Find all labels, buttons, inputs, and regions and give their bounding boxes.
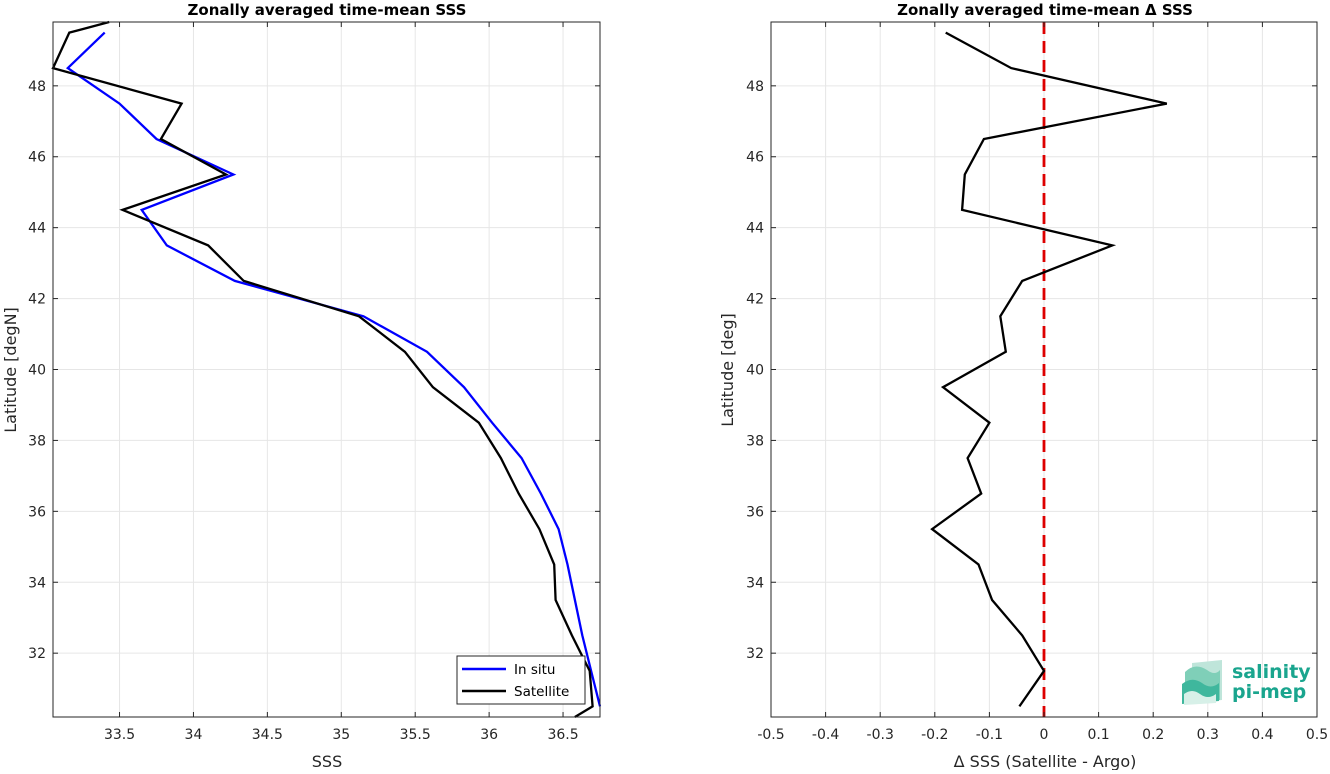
- legend-label-satellite: Satellite: [514, 684, 569, 700]
- right-x-tick-label: -0.3: [867, 727, 894, 743]
- right-x-tick-label: -0.4: [812, 727, 839, 743]
- left-x-tick-label: 34: [185, 727, 203, 743]
- right-y-tick-label: 32: [746, 646, 764, 662]
- left-x-tick-label: 36: [480, 727, 498, 743]
- right-x-tick-label: 0.2: [1142, 727, 1164, 743]
- right-y-tick-label: 40: [746, 363, 764, 379]
- right-x-tick-label: 0: [1040, 727, 1049, 743]
- right-y-tick-label: 36: [746, 504, 764, 520]
- right-x-tick-label: 0.3: [1197, 727, 1219, 743]
- left-x-tick-label: 36.5: [547, 727, 578, 743]
- left-x-tick-label: 33.5: [104, 727, 135, 743]
- left-y-axis-label: Latitude [degN]: [1, 307, 20, 433]
- legend-label-in-situ: In situ: [514, 662, 555, 678]
- right-x-tick-label: 0.4: [1251, 727, 1273, 743]
- left-x-axis-label: SSS: [312, 752, 342, 770]
- left-y-tick-label: 48: [28, 79, 46, 95]
- right-x-axis-label: Δ SSS (Satellite - Argo): [954, 752, 1137, 770]
- right-y-tick-label: 42: [746, 292, 764, 308]
- right-x-tick-label: -0.2: [921, 727, 948, 743]
- left-x-tick-label: 35: [332, 727, 350, 743]
- left-x-tick-label: 35.5: [400, 727, 431, 743]
- salinity-pi-mep-logo: salinity pi-mep: [1182, 660, 1311, 705]
- right-panel: Zonally averaged time-mean Δ SSS Δ SSS (…: [718, 1, 1328, 771]
- right-y-tick-label: 44: [746, 221, 764, 237]
- logo-text-line1: salinity: [1232, 661, 1311, 683]
- legend: In situ Satellite: [456, 655, 586, 705]
- right-x-tick-label: 0.1: [1087, 727, 1109, 743]
- right-x-tick-label: -0.5: [757, 727, 784, 743]
- left-series-line-satellite: [51, 20, 594, 718]
- left-panel: Zonally averaged time-mean SSS SSS Latit…: [1, 1, 602, 771]
- logo-text-line2: pi-mep: [1232, 681, 1306, 703]
- left-y-tick-label: 32: [28, 646, 46, 662]
- right-y-tick-label: 46: [746, 150, 764, 166]
- left-grid: [53, 22, 600, 717]
- right-x-tick-label: -0.1: [976, 727, 1003, 743]
- right-y-tick-label: 34: [746, 575, 764, 591]
- right-y-axis-label: Latitude [deg]: [718, 313, 737, 427]
- legend-box: [456, 655, 586, 705]
- right-series-line-series-0: [930, 31, 1168, 708]
- right-chart-title: Zonally averaged time-mean Δ SSS: [897, 1, 1193, 19]
- left-series-line-in-situ: [65, 31, 602, 707]
- left-y-tick-label: 40: [28, 363, 46, 379]
- left-y-tick-label: 44: [28, 221, 46, 237]
- left-y-tick-label: 38: [28, 433, 46, 449]
- left-y-tick-label: 36: [28, 504, 46, 520]
- left-y-tick-label: 46: [28, 150, 46, 166]
- logo-wave-icon: [1182, 660, 1222, 705]
- right-y-tick-label: 48: [746, 79, 764, 95]
- left-chart-title: Zonally averaged time-mean SSS: [188, 1, 467, 19]
- right-x-tick-label: 0.5: [1306, 727, 1328, 743]
- right-y-tick-label: 38: [746, 433, 764, 449]
- left-y-tick-label: 42: [28, 292, 46, 308]
- left-x-tick-label: 34.5: [252, 727, 283, 743]
- left-y-tick-label: 34: [28, 575, 46, 591]
